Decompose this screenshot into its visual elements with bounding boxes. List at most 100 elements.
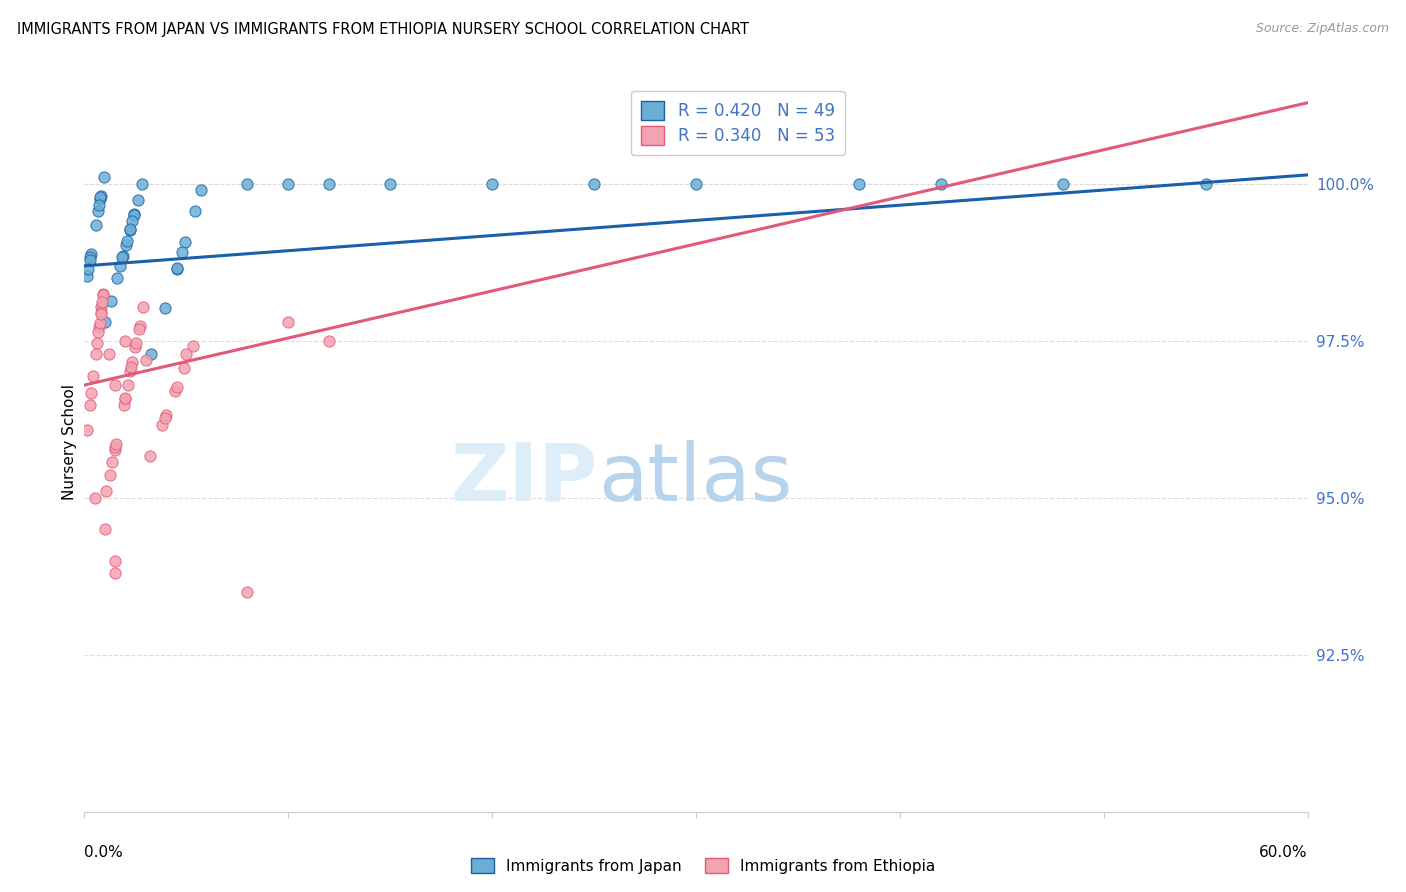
Point — [117, 378, 139, 392]
Point — [97, 347, 120, 361]
Point — [90, 307, 112, 321]
Point — [121, 214, 143, 228]
Point — [98, 467, 121, 482]
Point — [163, 384, 186, 399]
Legend: R = 0.420   N = 49, R = 0.340   N = 53: R = 0.420 N = 49, R = 0.340 N = 53 — [631, 91, 845, 155]
Text: Source: ZipAtlas.com: Source: ZipAtlas.com — [1256, 22, 1389, 36]
Point — [153, 301, 176, 316]
Point — [166, 262, 188, 277]
Point — [105, 271, 128, 285]
Point — [380, 178, 402, 192]
Text: atlas: atlas — [598, 440, 793, 517]
Text: IMMIGRANTS FROM JAPAN VS IMMIGRANTS FROM ETHIOPIA NURSERY SCHOOL CORRELATION CHA: IMMIGRANTS FROM JAPAN VS IMMIGRANTS FROM… — [17, 22, 749, 37]
Point — [114, 391, 136, 405]
Point — [89, 316, 111, 330]
Point — [111, 250, 134, 264]
Point — [80, 385, 103, 400]
Point — [112, 399, 135, 413]
Point — [87, 319, 110, 334]
Legend: Immigrants from Japan, Immigrants from Ethiopia: Immigrants from Japan, Immigrants from E… — [465, 852, 941, 880]
Point — [118, 223, 141, 237]
Point — [79, 250, 101, 264]
Point — [1195, 178, 1218, 192]
Point — [128, 318, 150, 333]
Point — [76, 423, 98, 437]
Point — [155, 408, 177, 422]
Point — [101, 455, 124, 469]
Point — [121, 354, 143, 368]
Point — [122, 207, 145, 221]
Point — [83, 491, 105, 505]
Point — [104, 566, 127, 581]
Point — [94, 315, 117, 329]
Point — [103, 442, 125, 457]
Point — [1052, 178, 1074, 192]
Point — [87, 198, 110, 212]
Point — [87, 325, 110, 339]
Point — [90, 189, 112, 203]
Point — [76, 269, 98, 284]
Point — [120, 360, 142, 375]
Point — [150, 418, 173, 433]
Point — [236, 585, 259, 599]
Point — [166, 379, 188, 393]
Point — [122, 208, 145, 222]
Point — [138, 449, 160, 463]
Point — [583, 178, 606, 192]
Point — [89, 190, 111, 204]
Point — [318, 178, 340, 192]
Point — [84, 219, 107, 233]
Point — [87, 203, 110, 218]
Point — [174, 235, 197, 249]
Point — [79, 247, 101, 261]
Point — [848, 178, 870, 192]
Point — [118, 222, 141, 236]
Point — [166, 260, 188, 275]
Point — [120, 364, 142, 378]
Point — [277, 315, 299, 329]
Point — [153, 411, 176, 425]
Point — [91, 287, 114, 301]
Point — [96, 483, 118, 498]
Point — [86, 336, 108, 351]
Point — [114, 392, 136, 406]
Point — [174, 347, 197, 361]
Point — [93, 522, 115, 536]
Point — [929, 178, 952, 192]
Point — [115, 234, 138, 248]
Point — [318, 334, 340, 348]
Text: 60.0%: 60.0% — [1260, 845, 1308, 860]
Point — [89, 192, 111, 206]
Point — [77, 262, 100, 277]
Point — [93, 169, 115, 184]
Y-axis label: Nursery School: Nursery School — [62, 384, 77, 500]
Point — [100, 293, 122, 308]
Point — [84, 347, 107, 361]
Point — [125, 336, 148, 351]
Point — [114, 238, 136, 252]
Point — [236, 178, 259, 192]
Text: ZIP: ZIP — [451, 440, 598, 517]
Point — [139, 347, 162, 361]
Point — [173, 361, 195, 376]
Point — [104, 440, 127, 454]
Point — [108, 259, 131, 273]
Point — [135, 353, 157, 368]
Point — [90, 305, 112, 319]
Point — [128, 322, 150, 336]
Point — [481, 178, 503, 192]
Point — [79, 398, 101, 412]
Point — [104, 554, 127, 568]
Point — [104, 378, 127, 392]
Point — [190, 183, 212, 197]
Point — [90, 301, 112, 315]
Point — [79, 253, 101, 268]
Point — [91, 294, 114, 309]
Point — [131, 177, 153, 191]
Point — [277, 178, 299, 192]
Point — [181, 338, 204, 352]
Point — [184, 203, 207, 218]
Point — [104, 437, 127, 451]
Point — [132, 301, 155, 315]
Text: 0.0%: 0.0% — [84, 845, 124, 860]
